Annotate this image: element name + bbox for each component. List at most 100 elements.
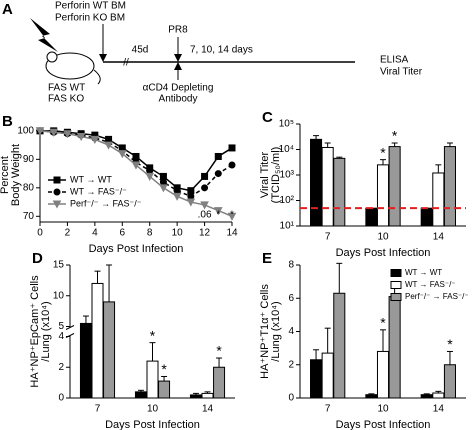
legend-marker [53,188,61,196]
bar [158,380,171,399]
x-tick-label: 7 [95,404,101,415]
bar [365,207,378,227]
marker [228,144,236,152]
bar [146,360,159,399]
bar [388,296,401,399]
bar [443,146,456,227]
significance-label: * [230,210,234,221]
significance-label: * [392,128,398,144]
marker [200,201,209,210]
bar [432,392,445,399]
y-tick-label: 90 [23,154,35,165]
x-tick-label: 8 [147,228,153,239]
bar [443,364,456,399]
bar [365,394,378,399]
y-tick-label: 6 [288,293,294,304]
legend-label: WT → FAS⁻/⁻ [70,186,127,196]
marker [228,161,236,169]
x-tick-label: 10 [377,232,389,243]
y-tick-label: 15 [53,260,65,271]
y-tick-label: 4 [288,326,294,337]
bm-label: Perforin KO BM [55,13,125,24]
panel-label: A [2,1,13,18]
bar [321,352,334,399]
marker [35,127,45,136]
marker [159,184,168,193]
chart-panel: E 0 2 4 6 8 HA⁺NP⁺T1α⁺ Cells/Lung (x10⁴) Days P… [259,250,469,430]
y-tick-label: 100 [17,125,34,136]
marker [131,161,141,170]
significance-label: * [161,361,167,377]
x-axis-label: Days Post Infection [105,419,200,430]
arrow-head [174,62,182,70]
bar [213,366,226,399]
marker [187,187,195,195]
host-label: FAS KO [48,94,84,105]
arrow-head [174,54,182,62]
significance-label: * [447,336,453,352]
significance-label: * [216,210,220,221]
y-tick-label: 10¹ [280,221,295,232]
y-tick-label: 10⁴ [279,144,294,155]
marker [159,178,167,186]
panel-label: B [2,113,13,130]
legend-swatch [390,281,402,289]
y-tick-label: 10² [280,195,295,206]
bar [189,394,202,399]
y-axis-label: /Lung (x10⁴) [40,301,52,361]
x-tick-label: 2 [65,228,71,239]
significance-label: * [380,315,386,331]
schematic: A Perforin WT BM Perforin KO BM FAS WT F… [2,1,423,105]
bar [420,207,433,227]
y-axis-label: Percent [0,156,11,194]
marker [214,152,222,160]
x-tick-label: 10 [377,404,389,415]
bar [388,146,401,227]
infection-label: PR8 [168,25,188,36]
legend-label: Perf⁻/⁻ → FAS⁻/⁻ [405,292,469,301]
treatment-label: αCD4 Depleting [143,83,214,94]
y-axis-label: (TCID₅₀/ml) [270,147,282,204]
y-tick-label: 0 [288,393,294,404]
panel-label: D [32,250,43,267]
x-tick-label: 14 [226,228,238,239]
marker [76,133,86,142]
marker [104,141,113,150]
y-axis-label: /Lung (x10⁴) [270,301,282,361]
marker [173,187,181,195]
marker [201,184,209,192]
bar [376,350,390,399]
axis-break: // [123,58,129,69]
marker [145,172,155,181]
marker [132,152,140,160]
axis-break-mark [65,325,75,330]
bm-label: Perforin WT BM [55,1,126,12]
marker [201,172,209,180]
arrow-head [99,54,107,62]
x-tick-label: 12 [199,228,211,239]
interval-label: 45d [132,45,149,56]
x-axis-label: Days Post Infection [336,419,431,430]
chart-panel: C 10¹ 10² 10³ 10⁴ 10⁵ Viral Titer (TCID₅₀/ml) Da… [259,109,466,259]
y-axis-label: Body Weight [10,144,22,206]
bar [310,138,323,227]
marker [214,170,222,178]
panel-label: E [262,250,272,267]
x-tick-label: 7 [325,232,331,243]
treatment-label: Antibody [159,94,198,105]
significance-label: * [216,343,222,359]
marker [90,135,100,144]
bar [310,359,323,399]
y-tick-label: 10³ [280,170,295,181]
x-axis-label: Days Post Infection [336,247,431,259]
readout-label: ELISA [380,55,409,66]
bar [333,157,346,227]
y-axis-label: HA⁺NP⁺T1α⁺ Cells [259,284,271,379]
marker [49,128,59,137]
y-tick-label: 0 [58,393,64,404]
y-tick-label: 5 [58,321,64,332]
y-tick-label: 80 [23,182,35,193]
bar [432,172,445,227]
